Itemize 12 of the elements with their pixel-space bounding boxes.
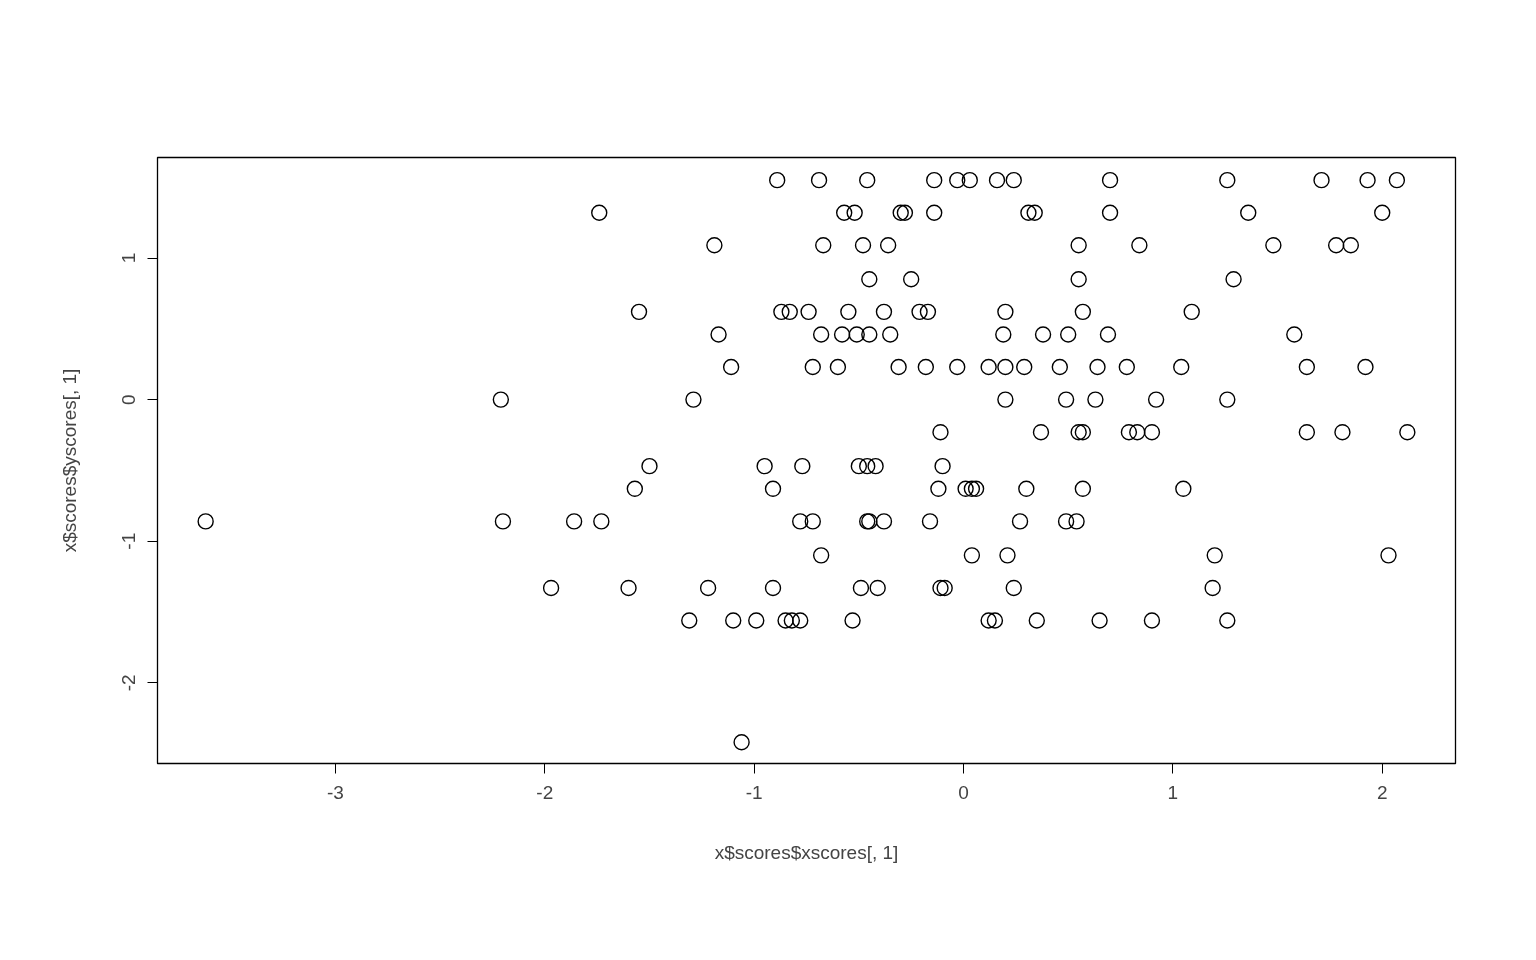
y-axis-title: x$scores$yscores[, 1] [58,368,80,553]
y-tick-label: 0 [118,394,140,405]
x-tick-label: 1 [1167,781,1179,803]
y-tick-label: -1 [118,532,140,550]
y-tick-label: 1 [118,252,140,264]
x-tick-label: -1 [745,781,763,803]
x-tick-label: 0 [958,781,969,803]
x-tick-label: -3 [327,781,344,803]
x-tick-label: 2 [1376,781,1388,803]
x-axis-title: x$scores$xscores[, 1] [714,841,899,863]
x-tick-label: -2 [536,781,554,803]
y-tick-label: -2 [118,674,140,692]
